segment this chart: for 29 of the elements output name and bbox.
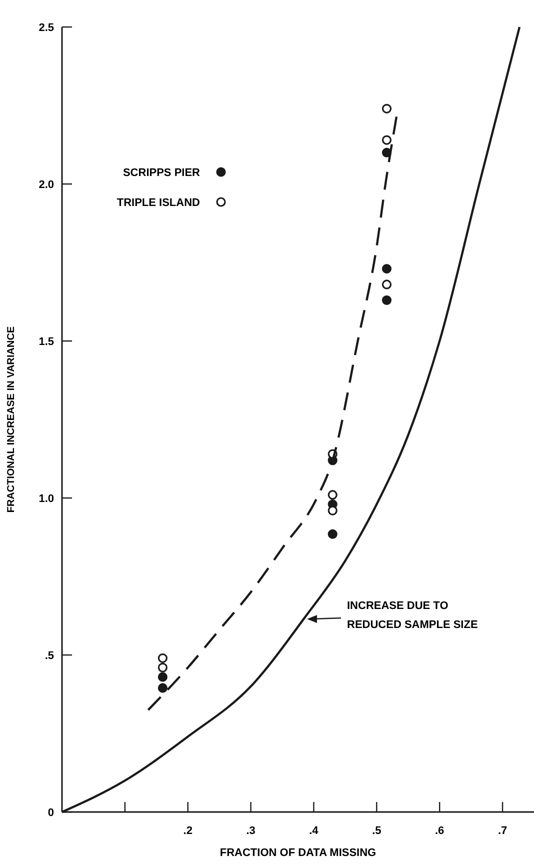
point xyxy=(382,295,392,305)
point xyxy=(158,662,168,672)
y-axis-title: FRACTIONAL INCREASE IN VARIANCE xyxy=(6,326,17,513)
point xyxy=(328,490,338,500)
legend-label: TRIPLE ISLAND xyxy=(116,196,200,209)
point xyxy=(382,104,392,114)
y-tick-label: 2.0 xyxy=(38,178,54,191)
point xyxy=(382,280,392,290)
y-tick-label: 2.5 xyxy=(38,22,54,34)
y-tick-label: 0 xyxy=(48,806,54,819)
x-tick-label: .4 xyxy=(309,825,320,837)
point xyxy=(158,683,168,693)
x-tick-label: .5 xyxy=(372,825,382,837)
x-tick-label: .6 xyxy=(435,825,444,837)
x-tick-label: .7 xyxy=(498,825,508,837)
y-tick-label: 1.5 xyxy=(38,336,54,348)
x-tick-label: .2 xyxy=(183,825,192,837)
point xyxy=(158,672,168,682)
point xyxy=(328,506,338,516)
y-tick-label: 1.0 xyxy=(38,492,54,505)
x-tick-label: .3 xyxy=(246,825,256,837)
point xyxy=(158,653,168,663)
x-axis-title: FRACTION OF DATA MISSING xyxy=(220,847,376,859)
annotation: INCREASE DUE TO REDUCED SAMPLE SIZE xyxy=(347,600,478,631)
point xyxy=(382,264,392,274)
point xyxy=(328,529,338,539)
point xyxy=(382,135,392,145)
legend-label: SCRIPPS PIER xyxy=(122,166,200,179)
y-tick-label: .5 xyxy=(44,650,54,662)
